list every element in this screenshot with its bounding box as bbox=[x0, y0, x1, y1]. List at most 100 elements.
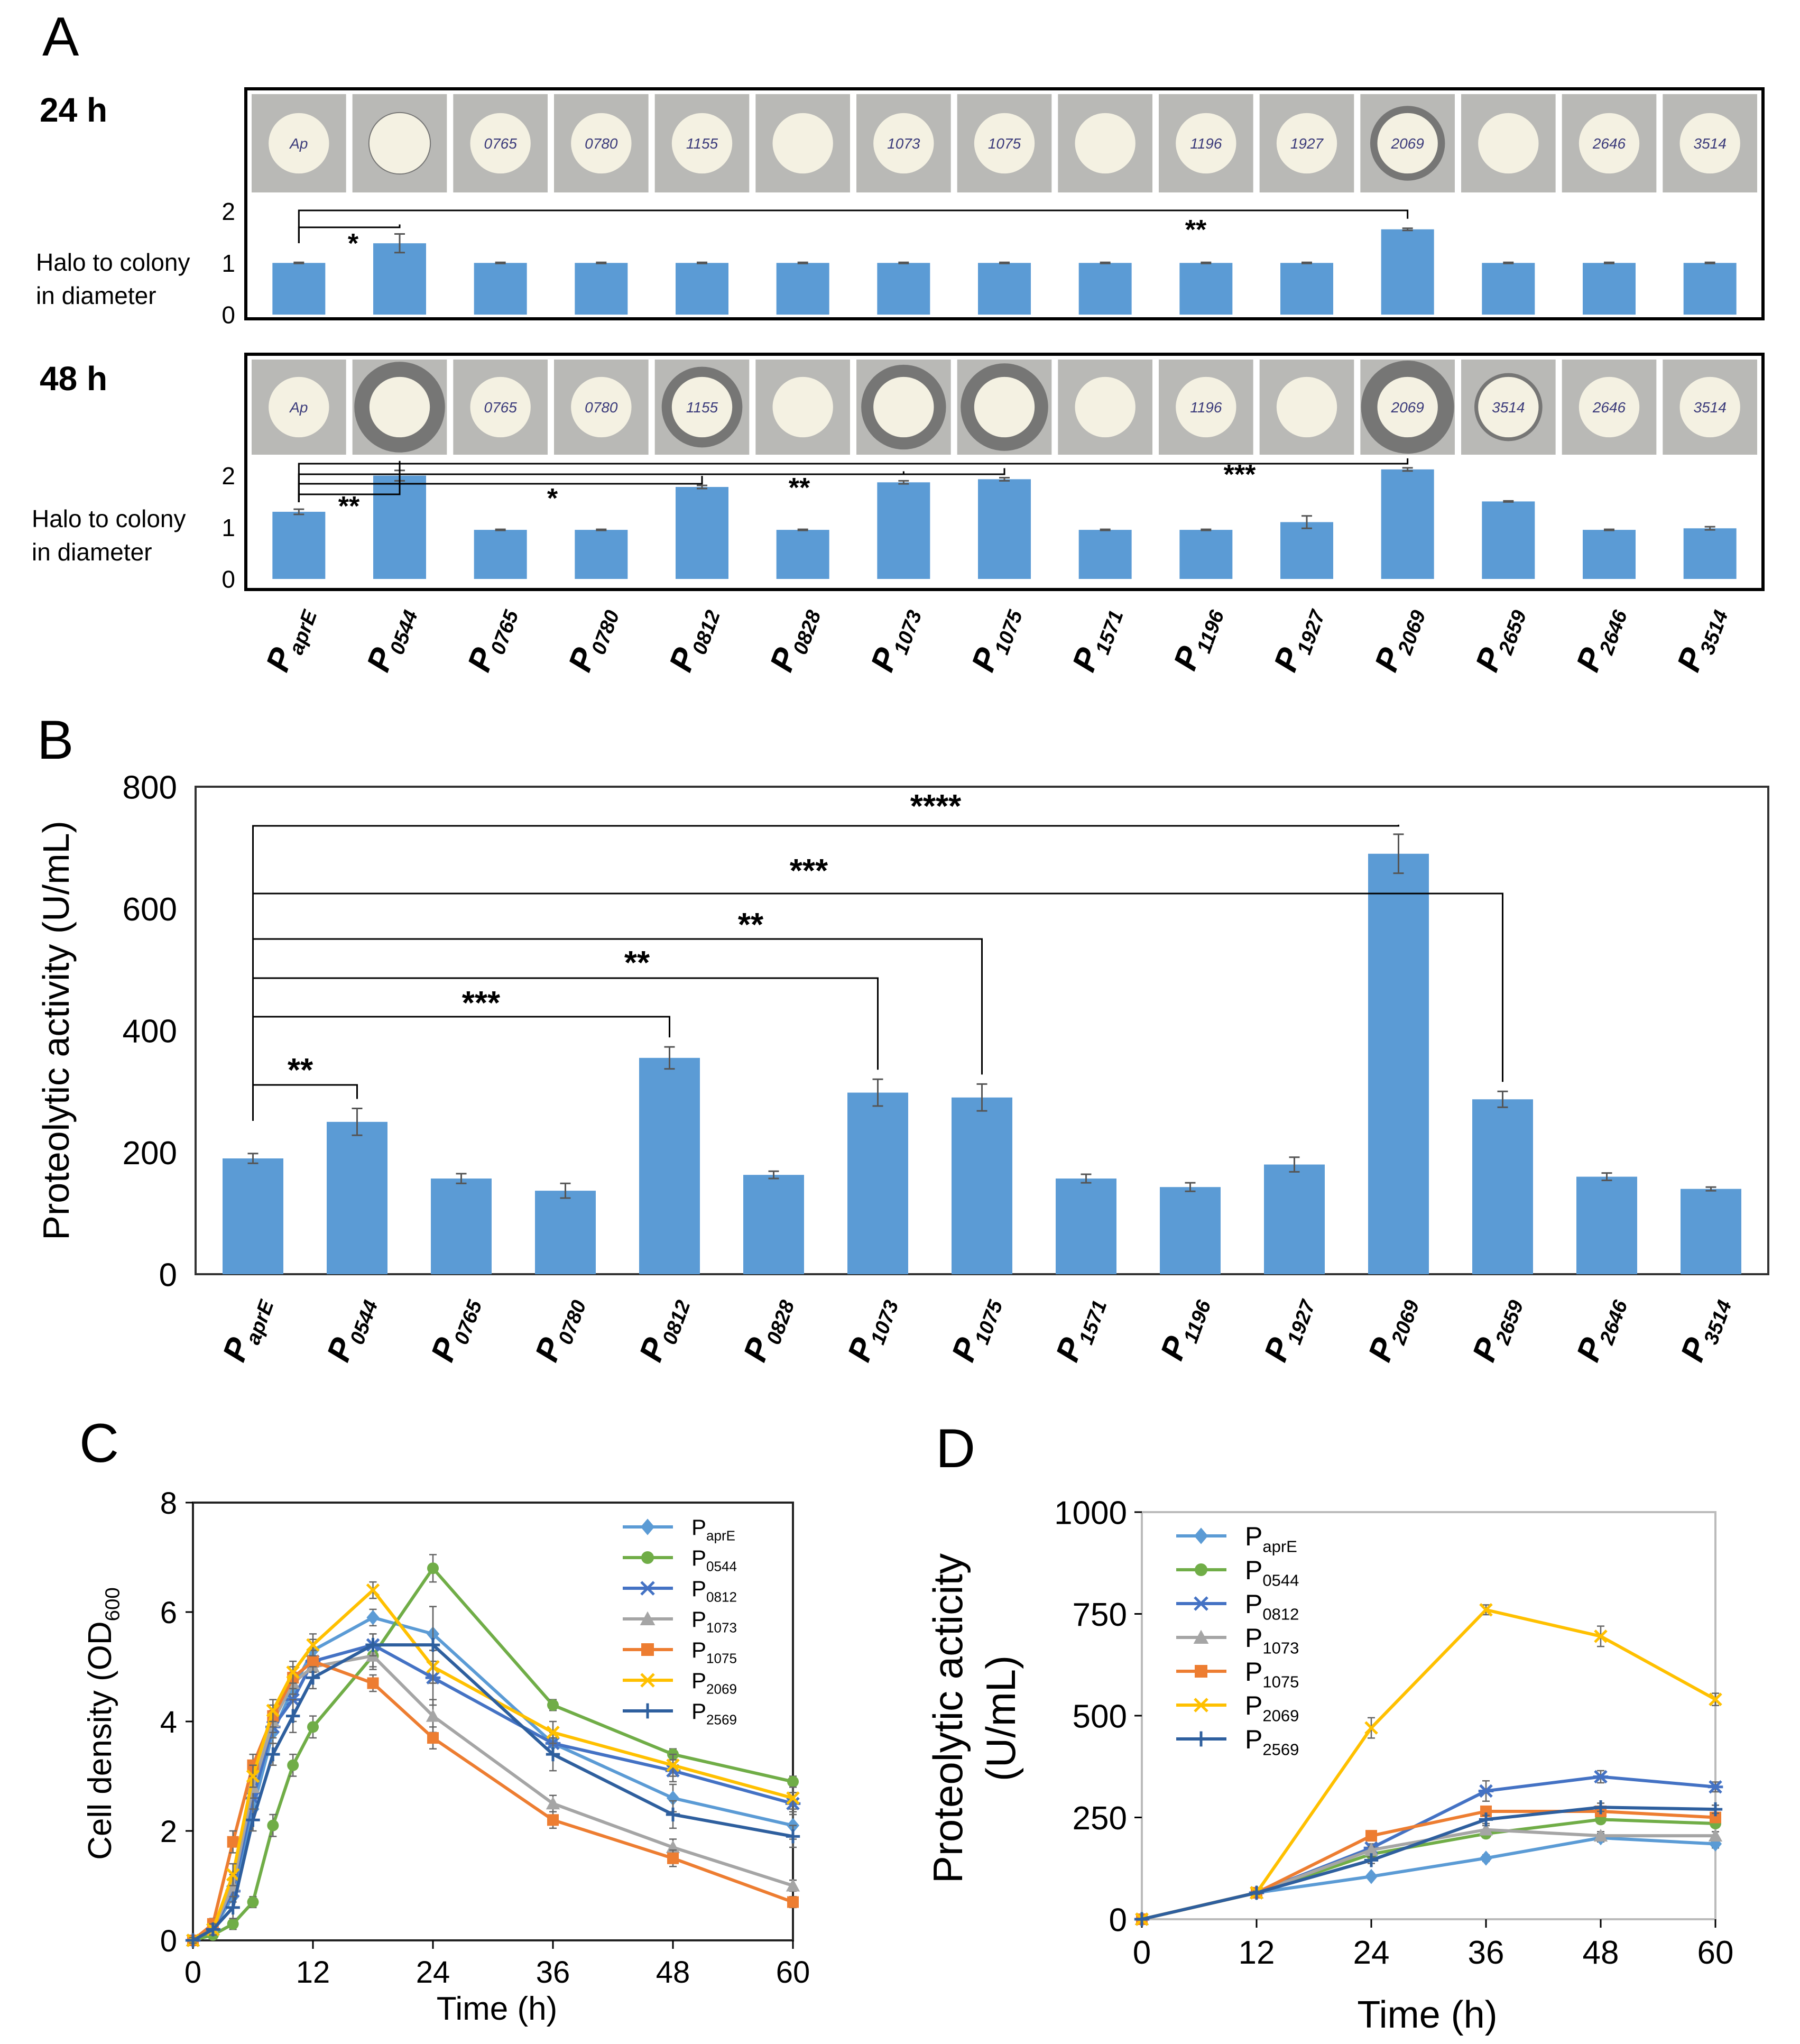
data-point-2569 bbox=[246, 1813, 260, 1827]
y-tick-label: 1000 bbox=[1054, 1495, 1127, 1531]
series-line-aprE bbox=[1141, 1836, 1716, 1921]
significance-label: **** bbox=[910, 788, 962, 825]
legend-marker-aprE bbox=[1194, 1527, 1208, 1544]
y-axis-label-b: Proteolytic activity (U/mL) bbox=[35, 821, 77, 1240]
row-48h-colony-1927 bbox=[1276, 376, 1337, 438]
legend-label-1073: P1073 bbox=[691, 1607, 737, 1636]
significance-bracket bbox=[252, 1016, 670, 1121]
data-point-0812 bbox=[1593, 1770, 1609, 1784]
series-line-2069 bbox=[1141, 1608, 1716, 1921]
data-point-2069 bbox=[226, 1868, 240, 1882]
row-24h-colony-2069 bbox=[1377, 113, 1438, 174]
bar-P0780 bbox=[535, 1191, 596, 1274]
bar-PaprE bbox=[272, 263, 326, 315]
x-tick-label-0828: P0828 bbox=[736, 1291, 799, 1368]
x-tick-label: 48 bbox=[656, 1955, 690, 1990]
significance-bracket bbox=[252, 977, 879, 1121]
y-axis-label-48h-line2: in diameter bbox=[32, 538, 152, 566]
bar-P2069 bbox=[1381, 229, 1434, 315]
legend-marker-1073 bbox=[1193, 1629, 1209, 1644]
row-24h-colony-1196 bbox=[1176, 113, 1236, 174]
error-bar-P2646 bbox=[1604, 261, 1614, 264]
significance-bracket bbox=[298, 458, 1409, 502]
data-point-2569 bbox=[1134, 1912, 1149, 1927]
x-tick-label-0765: P0765 bbox=[461, 601, 523, 678]
y-axis-label-48h-line1: Halo to colony bbox=[32, 505, 186, 532]
row-24h-colony-0828 bbox=[772, 113, 833, 174]
x-tick-label: 0 bbox=[1133, 1935, 1151, 1971]
x-tick-label-2069: P2069 bbox=[1361, 1291, 1424, 1368]
legend-marker-0812 bbox=[1193, 1596, 1210, 1611]
error-bar-P2069 bbox=[1402, 467, 1413, 472]
bar-P0812 bbox=[639, 1057, 700, 1274]
y-tick-label: 200 bbox=[123, 1135, 177, 1172]
plate-label: 0765 bbox=[484, 135, 518, 152]
data-point-2069 bbox=[786, 1791, 800, 1805]
x-tick-label: 36 bbox=[1468, 1935, 1504, 1971]
plate-label: 1073 bbox=[887, 135, 920, 152]
panel-c: C0 12 24 36 48 6002468PaprEP0544P0812P1073P10… bbox=[79, 1413, 810, 2027]
error-bar-P0812 bbox=[697, 261, 707, 264]
row-24h-colony-2646 bbox=[1579, 113, 1640, 174]
data-point-1073 bbox=[1593, 1828, 1608, 1842]
legend-marker-0544 bbox=[641, 1551, 654, 1564]
x-tick-label-3514: P3514 bbox=[1674, 1291, 1736, 1368]
x-tick-label-2069: P2069 bbox=[1368, 601, 1430, 678]
x-tick-label-1073: P1073 bbox=[864, 601, 926, 678]
legend-marker-2069 bbox=[640, 1673, 655, 1688]
legend-label-1075: P1075 bbox=[1245, 1657, 1299, 1691]
legend-marker-1075 bbox=[1195, 1665, 1207, 1678]
error-bar-P1927 bbox=[1301, 515, 1312, 529]
data-point-0812 bbox=[1478, 1784, 1494, 1798]
error-bar-P0765 bbox=[495, 261, 506, 264]
error-bar-P0828 bbox=[797, 528, 808, 531]
data-point-aprE bbox=[1479, 1850, 1493, 1866]
row-48h-colony-1196 bbox=[1176, 376, 1236, 438]
data-point-2069 bbox=[1364, 1721, 1378, 1735]
row-48h-colony-2659 bbox=[1478, 376, 1539, 438]
y-tick-label: 600 bbox=[123, 891, 177, 928]
data-point-1073 bbox=[426, 1709, 440, 1722]
y-tick-label: 0 bbox=[221, 301, 235, 329]
bar-P1927 bbox=[1280, 522, 1333, 579]
row-24h-colony-3514 bbox=[1679, 113, 1740, 174]
data-point-2069 bbox=[286, 1665, 300, 1679]
legend-label-0812: P0812 bbox=[1245, 1589, 1299, 1624]
bar-P0812 bbox=[676, 263, 728, 315]
data-point-2569 bbox=[186, 1933, 200, 1948]
data-point-0544 bbox=[547, 1699, 559, 1711]
row-48h-colony-0780 bbox=[571, 376, 632, 438]
plate-label: 3514 bbox=[1492, 399, 1525, 416]
significance-bracket bbox=[252, 824, 1399, 1121]
legend-label-2069: P2069 bbox=[691, 1668, 737, 1697]
frame-48h bbox=[244, 353, 1765, 591]
error-bar-P1571 bbox=[1100, 528, 1111, 531]
y-axis-label-c: Cell density (OD600 bbox=[82, 1587, 124, 1859]
plate-label: 2646 bbox=[1592, 399, 1626, 416]
row-48h-colony-1073 bbox=[873, 376, 934, 438]
x-tick-label-2646: P2646 bbox=[1570, 601, 1632, 678]
significance-label: * bbox=[547, 483, 558, 514]
legend-label-0812: P0812 bbox=[691, 1576, 737, 1605]
data-point-1073 bbox=[1479, 1822, 1493, 1836]
error-bar-P3514 bbox=[1704, 261, 1715, 264]
x-tick-label-2659: P2659 bbox=[1465, 1291, 1528, 1368]
y-tick-label: 1 bbox=[221, 514, 235, 541]
row-24h-colony-1927 bbox=[1276, 113, 1337, 174]
y-axis-label-d-line1: Proteolytic acticity bbox=[925, 1553, 971, 1883]
error-bar-P2659 bbox=[1497, 1090, 1508, 1108]
legend-marker-aprE bbox=[640, 1518, 655, 1535]
bar-P3514 bbox=[1683, 528, 1737, 579]
data-point-aprE bbox=[366, 1610, 380, 1625]
error-bar-P2659 bbox=[1503, 500, 1514, 503]
error-bar-P1075 bbox=[999, 261, 1010, 264]
error-bar-P2659 bbox=[1503, 261, 1514, 264]
x-tick-label: 24 bbox=[416, 1955, 450, 1990]
bar-P2646 bbox=[1583, 530, 1636, 579]
data-point-0544 bbox=[427, 1562, 439, 1575]
plate-label: 1196 bbox=[1190, 399, 1222, 416]
error-bar-PaprE bbox=[293, 508, 304, 515]
data-point-0812 bbox=[1707, 1780, 1723, 1794]
bar-P0828 bbox=[776, 263, 829, 315]
y-tick-label: 250 bbox=[1073, 1800, 1127, 1837]
